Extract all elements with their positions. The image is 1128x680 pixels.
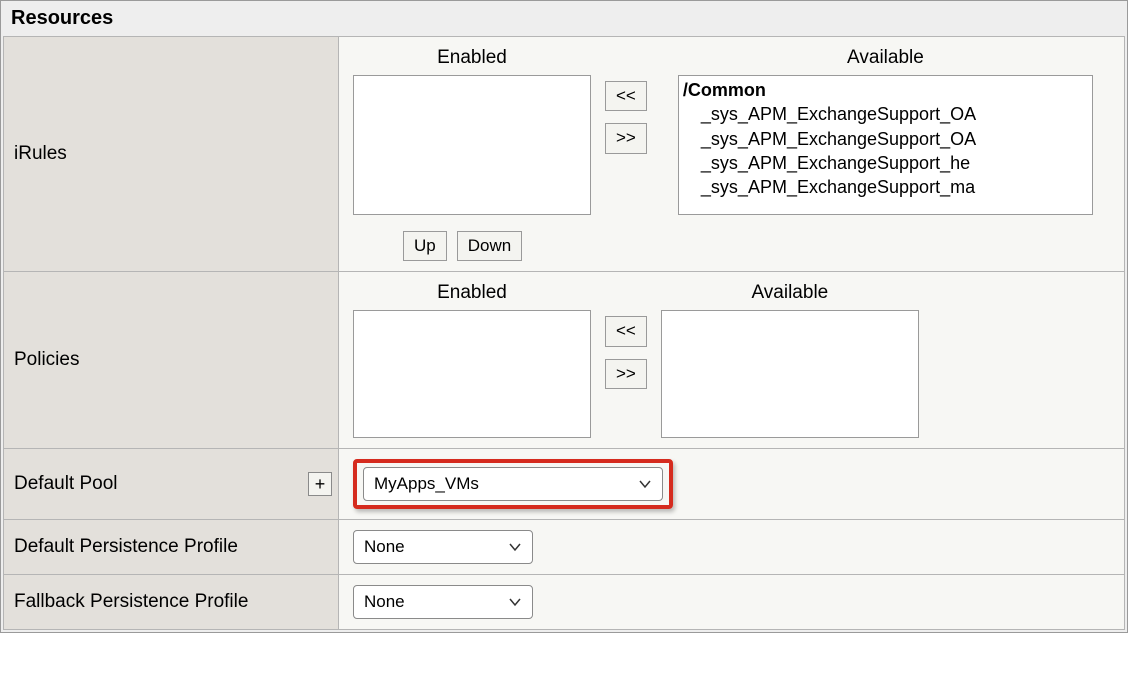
irules-move-buttons: << >>: [605, 81, 647, 154]
policies-move-buttons: << >>: [605, 316, 647, 389]
resources-panel: Resources iRules Enabled << >>: [0, 0, 1128, 633]
default-pool-add-button[interactable]: +: [308, 472, 332, 496]
default-pool-row: Default Pool + MyApps_VMs: [4, 449, 1125, 520]
irules-available-group[interactable]: /Common: [683, 78, 1088, 102]
default-persistence-value-cell: None: [339, 520, 1125, 575]
irules-value-cell: Enabled << >> Available /Common _sys_APM…: [339, 37, 1125, 272]
irules-available-header: Available: [847, 47, 924, 69]
policies-label: Policies: [14, 349, 79, 370]
irules-updown-buttons: Up Down: [403, 231, 1110, 261]
policies-available-col: Available: [661, 282, 919, 438]
fallback-persistence-row: Fallback Persistence Profile None: [4, 575, 1125, 630]
irules-enabled-listbox[interactable]: [353, 75, 591, 215]
list-item[interactable]: _sys_APM_ExchangeSupport_he: [683, 151, 1088, 175]
default-persistence-select[interactable]: None: [353, 530, 533, 564]
irules-row: iRules Enabled << >> Available: [4, 37, 1125, 272]
irules-label: iRules: [14, 143, 67, 164]
irules-label-cell: iRules: [4, 37, 339, 272]
list-item[interactable]: _sys_APM_ExchangeSupport_ma: [683, 175, 1088, 199]
policies-move-left-button[interactable]: <<: [605, 316, 647, 346]
irules-move-left-button[interactable]: <<: [605, 81, 647, 111]
policies-enabled-col: Enabled: [353, 282, 591, 438]
policies-label-cell: Policies: [4, 272, 339, 449]
panel-title: Resources: [3, 3, 1125, 36]
policies-move-right-button[interactable]: >>: [605, 359, 647, 389]
default-pool-label-cell: Default Pool +: [4, 449, 339, 520]
default-pool-value-cell: MyApps_VMs: [339, 449, 1125, 520]
default-persistence-row: Default Persistence Profile None: [4, 520, 1125, 575]
fallback-persistence-select[interactable]: None: [353, 585, 533, 619]
fallback-persistence-label: Fallback Persistence Profile: [14, 591, 248, 612]
policies-available-listbox[interactable]: [661, 310, 919, 438]
fallback-persistence-value-cell: None: [339, 575, 1125, 630]
policies-enabled-header: Enabled: [437, 282, 507, 304]
policies-value-cell: Enabled << >> Available: [339, 272, 1125, 449]
irules-available-listbox[interactable]: /Common _sys_APM_ExchangeSupport_OA _sys…: [678, 75, 1093, 215]
irules-move-right-button[interactable]: >>: [605, 123, 647, 153]
policies-row: Policies Enabled << >> Available: [4, 272, 1125, 449]
default-pool-label: Default Pool: [14, 473, 118, 494]
irules-enabled-header: Enabled: [437, 47, 507, 69]
fallback-persistence-selected-value: None: [364, 592, 405, 611]
chevron-down-icon: [508, 540, 522, 554]
policies-available-header: Available: [751, 282, 828, 304]
default-persistence-selected-value: None: [364, 537, 405, 556]
resources-table: iRules Enabled << >> Available: [3, 36, 1125, 630]
chevron-down-icon: [508, 595, 522, 609]
default-pool-select[interactable]: MyApps_VMs: [363, 467, 663, 501]
list-item[interactable]: _sys_APM_ExchangeSupport_OA: [683, 127, 1088, 151]
default-persistence-label-cell: Default Persistence Profile: [4, 520, 339, 575]
fallback-persistence-label-cell: Fallback Persistence Profile: [4, 575, 339, 630]
policies-enabled-listbox[interactable]: [353, 310, 591, 438]
default-pool-highlight: MyApps_VMs: [353, 459, 673, 509]
default-pool-selected-value: MyApps_VMs: [374, 474, 479, 493]
irules-available-col: Available /Common _sys_APM_ExchangeSuppo…: [661, 47, 1110, 215]
irules-up-button[interactable]: Up: [403, 231, 447, 261]
default-persistence-label: Default Persistence Profile: [14, 536, 238, 557]
list-item[interactable]: _sys_APM_ExchangeSupport_OA: [683, 102, 1088, 126]
chevron-down-icon: [638, 477, 652, 491]
irules-enabled-col: Enabled: [353, 47, 591, 215]
irules-down-button[interactable]: Down: [457, 231, 522, 261]
